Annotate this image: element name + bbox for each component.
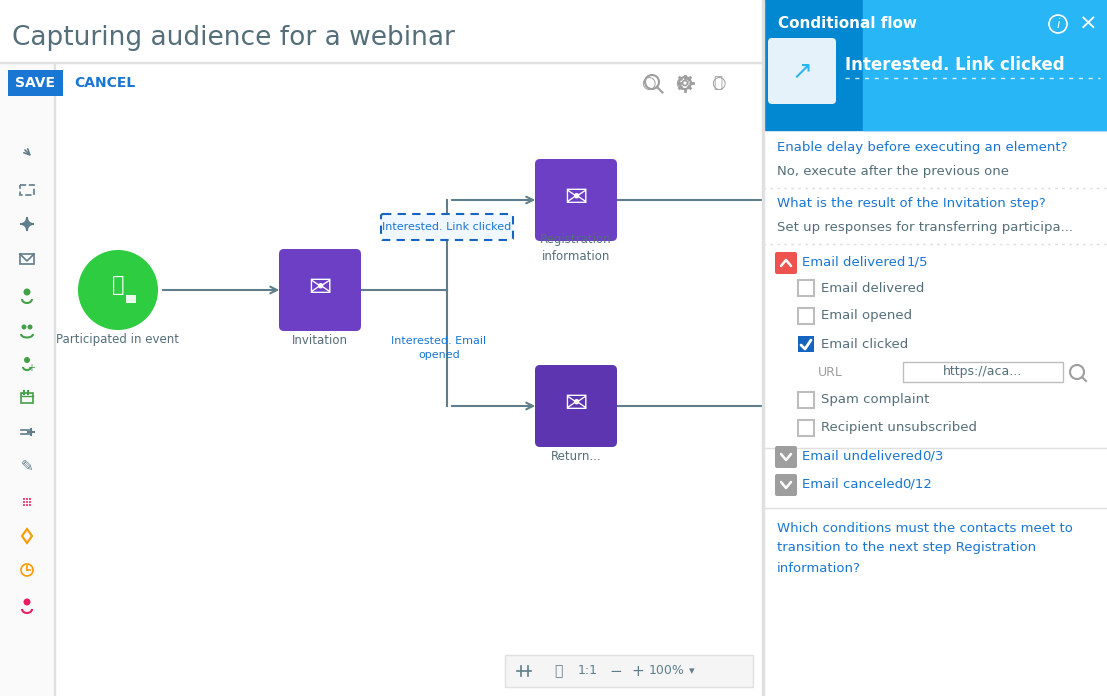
FancyBboxPatch shape [775,446,797,468]
Bar [505,655,753,687]
Bar [20,185,34,195]
Text: Set up responses for transferring participa...: Set up responses for transferring partic… [777,221,1073,235]
FancyBboxPatch shape [775,252,797,274]
Text: 100%: 100% [649,665,685,677]
Text: Return...: Return... [550,450,601,463]
Text: ○: ○ [641,74,655,92]
FancyBboxPatch shape [775,474,797,496]
Circle shape [23,289,31,296]
Text: 0/3: 0/3 [922,450,943,463]
Circle shape [24,357,30,363]
Text: Invitation: Invitation [292,333,348,347]
Circle shape [25,501,28,503]
FancyBboxPatch shape [8,70,63,96]
Text: Interested. Email
opened: Interested. Email opened [392,336,487,360]
FancyBboxPatch shape [768,38,836,104]
Text: Participated in event: Participated in event [56,333,179,347]
FancyBboxPatch shape [279,249,361,331]
Text: ✉: ✉ [565,390,588,418]
Bar [763,0,1107,696]
Text: No, execute after the previous one: No, execute after the previous one [777,166,1008,178]
Text: Email canceled: Email canceled [801,477,903,491]
Text: Registration
information: Registration information [540,233,612,263]
Bar [762,0,764,696]
Text: Enable delay before executing an element?: Enable delay before executing an element… [777,141,1067,155]
Text: ✉: ✉ [309,274,332,302]
Text: 1:1: 1:1 [578,665,598,677]
Text: Email undelivered: Email undelivered [801,450,922,463]
Text: 0/12: 0/12 [902,477,932,491]
Circle shape [29,501,31,503]
Bar [763,0,1107,130]
Text: transition to the next step Registration: transition to the next step Registration [777,541,1036,555]
Bar [798,308,814,324]
Bar [126,295,136,303]
Bar [903,362,1063,382]
Circle shape [23,501,25,503]
Text: Email delivered: Email delivered [821,281,924,294]
Text: ▾: ▾ [690,666,695,676]
Text: 1/5: 1/5 [907,255,929,269]
Circle shape [23,599,31,606]
Text: ×: × [1078,14,1097,34]
Circle shape [29,498,31,500]
Bar [0,63,54,696]
Circle shape [25,504,28,506]
Text: Which conditions must the contacts meet to: Which conditions must the contacts meet … [777,521,1073,535]
FancyBboxPatch shape [381,214,513,240]
Text: 👤: 👤 [112,275,124,295]
Text: Spam complaint: Spam complaint [821,393,930,406]
FancyBboxPatch shape [535,159,617,241]
Text: CANCEL: CANCEL [74,76,135,90]
Text: https://aca...: https://aca... [943,365,1023,379]
Text: ○: ○ [711,74,725,92]
Text: Email clicked: Email clicked [821,338,908,351]
Circle shape [25,498,28,500]
Text: +: + [632,663,644,679]
Circle shape [23,504,25,506]
Text: What is the result of the Invitation step?: What is the result of the Invitation ste… [777,198,1046,210]
Bar [0,62,762,63]
Text: ⛊: ⛊ [713,75,723,90]
Text: ⤢: ⤢ [554,664,562,678]
FancyBboxPatch shape [535,365,617,447]
Circle shape [21,324,27,329]
Text: URL: URL [818,365,842,379]
Bar [863,0,1107,130]
Bar [798,420,814,436]
Text: ✎: ✎ [21,459,33,475]
Bar [20,254,34,264]
Text: ↗: ↗ [792,60,813,84]
Bar [798,392,814,408]
Text: SAVE: SAVE [15,76,55,90]
Text: Interested. Link clicked: Interested. Link clicked [382,222,511,232]
Text: Conditional flow: Conditional flow [778,17,917,31]
Text: Email delivered: Email delivered [801,255,906,269]
Text: Interested. Link clicked: Interested. Link clicked [845,56,1065,74]
Bar [798,280,814,296]
Text: +: + [27,363,35,373]
Circle shape [29,504,31,506]
Text: ○: ○ [675,74,690,92]
Text: i: i [1056,17,1059,31]
Circle shape [23,498,25,500]
Circle shape [77,250,158,330]
Text: −: − [610,663,622,679]
FancyBboxPatch shape [798,336,814,352]
Text: ✉: ✉ [565,184,588,212]
Text: information?: information? [777,562,861,574]
Text: Capturing audience for a webinar: Capturing audience for a webinar [12,25,455,51]
Text: Recipient unsubscribed: Recipient unsubscribed [821,422,977,434]
Bar [21,393,33,403]
Circle shape [28,324,32,329]
Text: Email opened: Email opened [821,310,912,322]
